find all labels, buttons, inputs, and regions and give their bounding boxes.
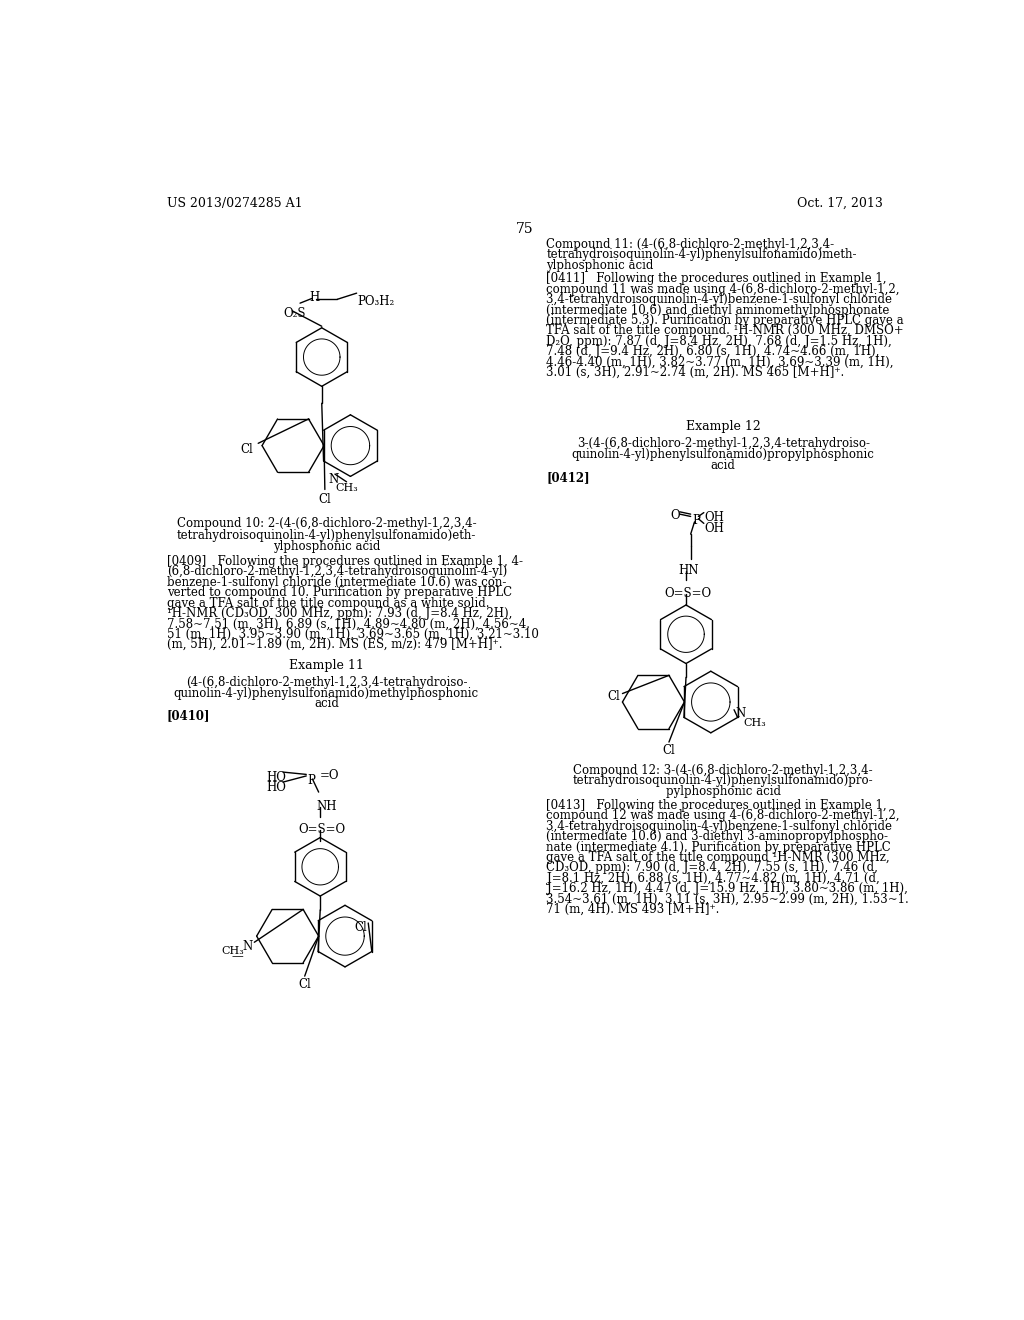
Text: TFA salt of the title compound. ¹H-NMR (300 MHz, DMSO+: TFA salt of the title compound. ¹H-NMR (… xyxy=(547,325,904,338)
Text: 3-(4-(6,8-dichloro-2-methyl-1,2,3,4-tetrahydroiso-: 3-(4-(6,8-dichloro-2-methyl-1,2,3,4-tetr… xyxy=(577,437,869,450)
Text: quinolin-4-yl)phenylsulfonamido)propylphosphonic: quinolin-4-yl)phenylsulfonamido)propylph… xyxy=(571,447,874,461)
Text: ylphosphonic acid: ylphosphonic acid xyxy=(547,259,654,272)
Text: [0411]   Following the procedures outlined in Example 1,: [0411] Following the procedures outlined… xyxy=(547,272,887,285)
Text: Compound 10: 2-(4-(6,8-dichloro-2-methyl-1,2,3,4-: Compound 10: 2-(4-(6,8-dichloro-2-methyl… xyxy=(176,517,476,531)
Text: [0412]: [0412] xyxy=(547,471,590,484)
Text: N: N xyxy=(735,706,745,719)
Text: 75: 75 xyxy=(516,222,534,235)
Text: acid: acid xyxy=(314,697,339,710)
Text: nate (intermediate 4.1). Purification by preparative HPLC: nate (intermediate 4.1). Purification by… xyxy=(547,841,891,854)
Text: =O: =O xyxy=(321,770,340,781)
Text: CD₃OD, ppm): 7.90 (d, J=8.4, 2H), 7.55 (s, 1H), 7.46 (d,: CD₃OD, ppm): 7.90 (d, J=8.4, 2H), 7.55 (… xyxy=(547,862,879,874)
Text: J=8.1 Hz, 2H), 6.88 (s, 1H), 4.77~4.82 (m, 1H), 4.71 (d,: J=8.1 Hz, 2H), 6.88 (s, 1H), 4.77~4.82 (… xyxy=(547,871,880,884)
Text: OH: OH xyxy=(705,521,724,535)
Text: 71 (m, 4H). MS 493 [M+H]⁺.: 71 (m, 4H). MS 493 [M+H]⁺. xyxy=(547,903,720,916)
Text: [0410]: [0410] xyxy=(167,709,210,722)
Text: US 2013/0274285 A1: US 2013/0274285 A1 xyxy=(167,197,302,210)
Text: —: — xyxy=(231,950,243,964)
Text: Cl: Cl xyxy=(607,689,620,702)
Text: (m, 5H), 2.01~1.89 (m, 2H). MS (ES, m/z): 479 [M+H]⁺.: (m, 5H), 2.01~1.89 (m, 2H). MS (ES, m/z)… xyxy=(167,638,502,651)
Text: tetrahydroisoquinolin-4-yl)phenylsulfonamido)meth-: tetrahydroisoquinolin-4-yl)phenylsulfona… xyxy=(547,248,857,261)
Text: acid: acid xyxy=(711,459,735,471)
Text: Cl: Cl xyxy=(241,444,253,457)
Text: 51 (m, 1H), 3.95~3.90 (m, 1H), 3.69~3.65 (m, 1H), 3.21~3.10: 51 (m, 1H), 3.95~3.90 (m, 1H), 3.69~3.65… xyxy=(167,628,539,640)
Text: OH: OH xyxy=(705,511,724,524)
Text: O₂S: O₂S xyxy=(283,308,305,319)
Text: compound 12 was made using 4-(6,8-dichloro-2-methyl-1,2,: compound 12 was made using 4-(6,8-dichlo… xyxy=(547,809,900,822)
Text: N: N xyxy=(243,940,253,953)
Text: O=S=O: O=S=O xyxy=(299,822,346,836)
Text: (4-(6,8-dichloro-2-methyl-1,2,3,4-tetrahydroiso-: (4-(6,8-dichloro-2-methyl-1,2,3,4-tetrah… xyxy=(185,676,467,689)
Text: HN: HN xyxy=(678,564,698,577)
Text: CH₃: CH₃ xyxy=(221,946,244,957)
Text: 3,4-tetrahydroisoquinolin-4-yl)benzene-1-sulfonyl chloride: 3,4-tetrahydroisoquinolin-4-yl)benzene-1… xyxy=(547,293,893,306)
Text: Compound 12: 3-(4-(6,8-dichloro-2-methyl-1,2,3,4-: Compound 12: 3-(4-(6,8-dichloro-2-methyl… xyxy=(573,763,873,776)
Text: Oct. 17, 2013: Oct. 17, 2013 xyxy=(797,197,883,210)
Text: 4.46-4.40 (m, 1H), 3.82~3.77 (m, 1H), 3.69~3.39 (m, 1H),: 4.46-4.40 (m, 1H), 3.82~3.77 (m, 1H), 3.… xyxy=(547,355,894,368)
Text: 7.48 (d, J=9.4 Hz, 2H), 6.80 (s, 1H), 4.74~4.66 (m, 1H),: 7.48 (d, J=9.4 Hz, 2H), 6.80 (s, 1H), 4.… xyxy=(547,345,880,358)
Text: Cl: Cl xyxy=(354,921,367,933)
Text: O=S=O: O=S=O xyxy=(665,587,712,601)
Text: benzene-1-sulfonyl chloride (intermediate 10.6) was con-: benzene-1-sulfonyl chloride (intermediat… xyxy=(167,576,506,589)
Text: verted to compound 10. Purification by preparative HPLC: verted to compound 10. Purification by p… xyxy=(167,586,512,599)
Text: HO: HO xyxy=(266,771,286,784)
Text: ylphosphonic acid: ylphosphonic acid xyxy=(272,540,380,553)
Text: HO: HO xyxy=(266,780,286,793)
Text: 7.58~7.51 (m, 3H), 6.89 (s, 1H), 4.89~4.80 (m, 2H), 4.56~4.: 7.58~7.51 (m, 3H), 6.89 (s, 1H), 4.89~4.… xyxy=(167,618,529,631)
Text: Cl: Cl xyxy=(318,494,332,507)
Text: (intermediate 10.6) and diethyl aminomethylphosphonate: (intermediate 10.6) and diethyl aminomet… xyxy=(547,304,890,317)
Text: D₂O, ppm): 7.87 (d, J=8.4 Hz, 2H), 7.68 (d, J=1.5 Hz, 1H),: D₂O, ppm): 7.87 (d, J=8.4 Hz, 2H), 7.68 … xyxy=(547,335,892,347)
Text: CH₃: CH₃ xyxy=(336,483,358,494)
Text: N: N xyxy=(328,473,338,486)
Text: PO₃H₂: PO₃H₂ xyxy=(357,296,394,309)
Text: NH: NH xyxy=(316,800,337,813)
Text: (intermediate 10.6) and 3-diethyl 3-aminopropylphospho-: (intermediate 10.6) and 3-diethyl 3-amin… xyxy=(547,830,889,843)
Text: tetrahydroisoquinolin-4-yl)phenylsulfonamido)eth-: tetrahydroisoquinolin-4-yl)phenylsulfona… xyxy=(177,529,476,541)
Text: [0409]   Following the procedures outlined in Example 1, 4-: [0409] Following the procedures outlined… xyxy=(167,554,522,568)
Text: tetrahydroisoquinolin-4-yl)phenylsulfonamido)pro-: tetrahydroisoquinolin-4-yl)phenylsulfona… xyxy=(572,775,873,788)
Text: Example 11: Example 11 xyxy=(289,659,364,672)
Text: gave a TFA salt of the title compound as a white solid.: gave a TFA salt of the title compound as… xyxy=(167,597,489,610)
Text: H: H xyxy=(309,290,319,304)
Text: J=16.2 Hz, 1H), 4.47 (d, J=15.9 Hz, 1H), 3.80~3.86 (m, 1H),: J=16.2 Hz, 1H), 4.47 (d, J=15.9 Hz, 1H),… xyxy=(547,882,907,895)
Text: compound 11 was made using 4-(6,8-dichloro-2-methyl-1,2,: compound 11 was made using 4-(6,8-dichlo… xyxy=(547,282,900,296)
Text: Cl: Cl xyxy=(299,978,311,991)
Text: gave a TFA salt of the title compound ¹H-NMR (300 MHz,: gave a TFA salt of the title compound ¹H… xyxy=(547,851,890,865)
Text: quinolin-4-yl)phenylsulfonamido)methylphosphonic: quinolin-4-yl)phenylsulfonamido)methylph… xyxy=(174,686,479,700)
Text: (6,8-dichloro-2-methyl-1,2,3,4-tetrahydroisoquinolin-4-yl): (6,8-dichloro-2-methyl-1,2,3,4-tetrahydr… xyxy=(167,565,507,578)
Text: P: P xyxy=(308,775,315,788)
Text: ¹H-NMR (CD₃OD, 300 MHz, ppm): 7.93 (d, J=8.4 Hz, 2H),: ¹H-NMR (CD₃OD, 300 MHz, ppm): 7.93 (d, J… xyxy=(167,607,512,620)
Text: 3.54~3.61 (m, 1H), 3.11 (s, 3H), 2.95~2.99 (m, 2H), 1.53~1.: 3.54~3.61 (m, 1H), 3.11 (s, 3H), 2.95~2.… xyxy=(547,892,909,906)
Text: O: O xyxy=(671,508,680,521)
Text: Cl: Cl xyxy=(663,743,676,756)
Text: 3,4-tetrahydroisoquinolin-4-yl)benzene-1-sulfonyl chloride: 3,4-tetrahydroisoquinolin-4-yl)benzene-1… xyxy=(547,820,893,833)
Text: Example 12: Example 12 xyxy=(686,420,761,433)
Text: [0413]   Following the procedures outlined in Example 1,: [0413] Following the procedures outlined… xyxy=(547,799,887,812)
Text: 3.01 (s, 3H), 2.91~2.74 (m, 2H). MS 465 [M+H]⁺.: 3.01 (s, 3H), 2.91~2.74 (m, 2H). MS 465 … xyxy=(547,366,845,379)
Text: (intermediate 5.3). Purification by preparative HPLC gave a: (intermediate 5.3). Purification by prep… xyxy=(547,314,904,327)
Text: Compound 11: (4-(6,8-dichloro-2-methyl-1,2,3,4-: Compound 11: (4-(6,8-dichloro-2-methyl-1… xyxy=(547,238,835,251)
Text: CH₃: CH₃ xyxy=(743,718,766,729)
Text: pylphosphonic acid: pylphosphonic acid xyxy=(666,785,780,799)
Text: P: P xyxy=(692,515,700,527)
